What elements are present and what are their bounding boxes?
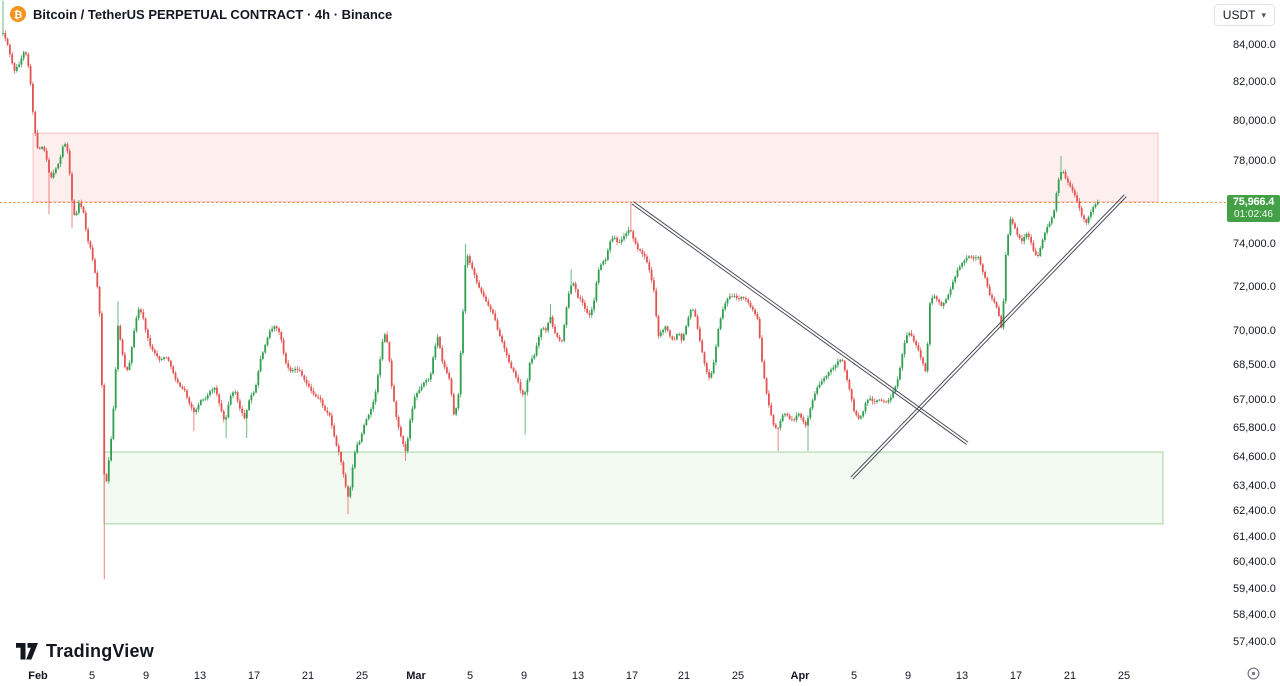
price-tick-label: 80,000.0 — [1233, 115, 1276, 128]
time-tick-label: Apr — [790, 670, 810, 682]
price-badge: 75,966.4 01:02:46 — [1227, 194, 1280, 222]
time-tick-label: 5 — [88, 670, 96, 682]
price-tick-label: 62,400.0 — [1233, 505, 1276, 518]
time-tick-label: 5 — [466, 670, 474, 682]
price-tick-label: 65,800.0 — [1233, 421, 1276, 434]
time-tick-label: 13 — [193, 670, 207, 682]
price-tick-label: 61,400.0 — [1233, 530, 1276, 543]
currency-selector[interactable]: USDT ▾ — [1213, 4, 1275, 26]
symbol-header[interactable]: ₿ Bitcoin / TetherUS PERPETUAL CONTRACT … — [10, 6, 392, 22]
time-tick-label: 17 — [247, 670, 261, 682]
price-tick-label: 60,400.0 — [1233, 556, 1276, 569]
time-tick-label: 25 — [1117, 670, 1131, 682]
price-tick-label: 67,000.0 — [1233, 393, 1276, 406]
time-tick-label: 5 — [850, 670, 858, 682]
time-tick-label: 17 — [625, 670, 639, 682]
candles-layer — [2, 0, 1099, 580]
tradingview-logo-text: TradingView — [46, 641, 154, 661]
price-tick-label: 74,000.0 — [1233, 237, 1276, 250]
time-tick-label: 21 — [301, 670, 315, 682]
price-tick-label: 63,400.0 — [1233, 480, 1276, 493]
ascending-trendline[interactable] — [850, 194, 1127, 480]
time-tick-label: 13 — [955, 670, 969, 682]
price-tick-label: 57,400.0 — [1233, 636, 1276, 649]
tradingview-logo[interactable]: TradingView — [16, 641, 154, 662]
last-price-value: 75,966.4 — [1232, 195, 1275, 208]
bar-countdown: 01:02:46 — [1234, 208, 1273, 220]
time-tick-label: 17 — [1009, 670, 1023, 682]
time-tick-label: 25 — [731, 670, 745, 682]
price-tick-label: 72,000.0 — [1233, 280, 1276, 293]
price-tick-label: 59,400.0 — [1233, 582, 1276, 595]
time-tick-label: 21 — [677, 670, 691, 682]
price-tick-label: 68,500.0 — [1233, 358, 1276, 371]
tradingview-logo-icon — [16, 643, 38, 660]
price-tick-label: 78,000.0 — [1233, 155, 1276, 167]
svg-text:₿: ₿ — [14, 9, 23, 21]
time-tick-label: Feb — [28, 670, 48, 682]
bitcoin-icon: ₿ — [10, 6, 26, 22]
price-tick-label: 84,000.0 — [1233, 38, 1276, 51]
demand-zone[interactable] — [103, 451, 1164, 525]
time-tick-label: 21 — [1063, 670, 1077, 682]
time-tick-label: 9 — [142, 670, 150, 682]
time-tick-label: Mar — [406, 670, 426, 682]
time-tick-label: 9 — [520, 670, 528, 682]
price-tick-label: 70,000.0 — [1233, 324, 1276, 337]
time-tick-label: 25 — [355, 670, 369, 682]
time-scale[interactable]: Feb 5 9 13 17 21 25 Mar 5 9 13 17 21 25 Apr 5 9 13 17 21 25 — [0, 666, 1280, 686]
price-tick-label: 64,600.0 — [1233, 450, 1276, 463]
price-tick-label: 58,400.0 — [1233, 609, 1276, 622]
time-tick-label: 13 — [571, 670, 585, 682]
time-tick-label: 9 — [904, 670, 912, 682]
price-scale[interactable]: 84,000.0 82,000.0 80,000.0 78,000.0 74,000.0… — [1226, 0, 1280, 660]
symbol-title: Bitcoin / TetherUS PERPETUAL CONTRACT · … — [33, 6, 393, 22]
chevron-down-icon: ▾ — [1261, 9, 1266, 20]
timezone-settings-icon[interactable] — [1246, 666, 1261, 681]
supply-zone[interactable] — [32, 132, 1159, 203]
price-tick-label: 82,000.0 — [1233, 76, 1276, 89]
currency-value: USDT — [1222, 8, 1256, 22]
descending-trendline[interactable] — [631, 201, 969, 445]
